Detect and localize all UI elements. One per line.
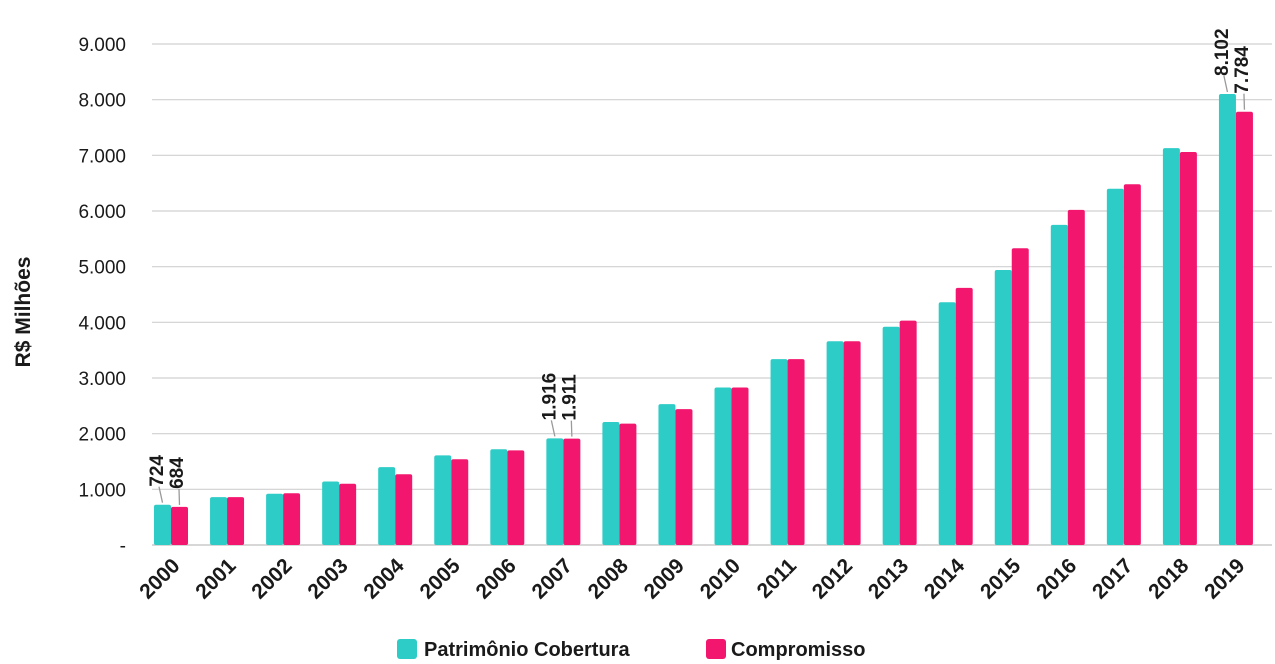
bar-compromisso-2002	[283, 493, 301, 545]
data-label-leader	[1243, 93, 1246, 110]
x-tick-label: 2017	[1088, 554, 1137, 603]
bar-compromisso-2003	[339, 483, 357, 545]
bar-compromisso-2019	[1235, 111, 1253, 545]
x-tick-label: 2002	[247, 554, 296, 603]
y-axis-label: R$ Milhões	[12, 257, 35, 368]
y-tick-label: 6.000	[78, 202, 126, 223]
x-tick-label: 2006	[472, 554, 521, 603]
y-tick-label: 3.000	[78, 369, 126, 390]
bar-patrimonio-2013	[882, 326, 900, 545]
bar-compromisso-2005	[451, 459, 469, 545]
x-tick-label: 2013	[864, 554, 913, 603]
bar-patrimonio-2015	[994, 270, 1012, 545]
bar-patrimonio-2005	[434, 455, 452, 545]
data-label: 684	[167, 457, 188, 489]
data-label-leader	[158, 486, 164, 503]
data-label-leader	[178, 488, 181, 505]
x-tick-label: 2010	[696, 554, 745, 603]
x-tick-label: 2004	[359, 554, 409, 604]
data-label: 8.102	[1212, 28, 1233, 76]
y-tick-label: 7.000	[78, 146, 126, 167]
data-label: 1.916	[539, 373, 560, 421]
x-tick-label: 2000	[135, 554, 184, 603]
x-tick-label: 2007	[528, 554, 577, 603]
bar-compromisso-2014	[955, 287, 973, 545]
bar-patrimonio-2019	[1218, 93, 1236, 545]
bar-compromisso-2006	[507, 450, 525, 545]
legend-label-patrimonio: Patrimônio Cobertura	[424, 639, 630, 661]
x-tick-label: 2005	[415, 554, 465, 604]
bar-patrimonio-2017	[1106, 188, 1124, 545]
legend-label-compromisso: Compromisso	[731, 639, 865, 661]
x-tick-label: 2016	[1032, 554, 1081, 603]
bar-compromisso-2004	[395, 474, 413, 545]
bar-patrimonio-2007	[546, 438, 564, 545]
bar-patrimonio-2011	[770, 359, 788, 545]
x-tick-label: 2015	[976, 554, 1026, 604]
bars	[154, 93, 1253, 546]
bar-compromisso-2018	[1179, 151, 1197, 545]
bar-patrimonio-2014	[938, 302, 956, 545]
gridlines	[152, 43, 1272, 546]
y-tick-label: -	[120, 536, 126, 557]
x-tick-label: 2012	[808, 554, 857, 603]
bar-patrimonio-2006	[490, 449, 508, 545]
bar-patrimonio-2009	[658, 404, 676, 545]
bar-compromisso-2012	[843, 341, 861, 545]
data-labels: 724 684 1.916 1.911 8.102 7.784	[147, 28, 1253, 505]
x-tick-label: 2003	[303, 554, 352, 603]
bar-compromisso-2009	[675, 409, 693, 545]
bar-patrimonio-2003	[322, 481, 340, 545]
bar-compromisso-2013	[899, 320, 917, 545]
bar-patrimonio-2000	[154, 504, 171, 545]
bar-compromisso-2008	[619, 423, 637, 545]
data-label: 7.784	[1232, 46, 1253, 94]
bar-patrimonio-2004	[378, 467, 396, 545]
bar-compromisso-2001	[227, 497, 245, 545]
bar-patrimonio-2012	[826, 341, 844, 545]
x-tick-label: 2018	[1144, 554, 1194, 604]
x-tick-label: 2011	[753, 554, 802, 603]
bar-compromisso-2010	[731, 387, 749, 545]
bar-patrimonio-2001	[210, 497, 228, 545]
data-label-leader	[1223, 75, 1229, 93]
y-tick-label: 9.000	[78, 35, 126, 56]
data-label-leader	[550, 420, 556, 437]
bar-compromisso-2015	[1011, 248, 1029, 545]
y-tick-label: 8.000	[78, 91, 126, 112]
data-label: 724	[147, 455, 168, 487]
bar-compromisso-2007	[563, 438, 581, 545]
data-label-leader	[570, 420, 573, 437]
legend-swatch-compromisso	[706, 639, 726, 659]
legend: Patrimônio Cobertura Compromisso	[397, 639, 865, 661]
x-tick-label: 2001	[191, 554, 241, 604]
bar-patrimonio-2010	[714, 387, 732, 545]
x-tick-label: 2019	[1200, 554, 1249, 603]
y-tick-label: 4.000	[78, 313, 126, 334]
bar-compromisso-2011	[787, 359, 805, 545]
legend-swatch-patrimonio	[397, 639, 417, 659]
bar-patrimonio-2008	[602, 421, 620, 545]
bar-compromisso-2017	[1123, 184, 1141, 545]
bar-compromisso-2016	[1067, 209, 1085, 546]
bar-compromisso-2000	[171, 506, 188, 545]
x-tick-label: 2009	[640, 554, 689, 603]
bar-patrimonio-2018	[1162, 148, 1180, 545]
x-tick-label: 2014	[920, 554, 970, 604]
y-tick-label: 2.000	[78, 425, 126, 446]
x-tick-label: 2008	[584, 554, 634, 604]
x-axis-ticks: 2000 2001 2002 2003 2004 2005 2006 2007 2008 2009…	[135, 554, 1249, 604]
y-axis-ticks: - 1.000 2.000 3.000 4.000 5.000 6.000 7.000 8.00…	[78, 35, 126, 557]
bar-patrimonio-2016	[1050, 224, 1068, 545]
y-tick-label: 1.000	[78, 480, 126, 501]
bar-patrimonio-2002	[266, 493, 284, 545]
data-label: 1.911	[559, 374, 580, 421]
y-tick-label: 5.000	[78, 258, 126, 279]
